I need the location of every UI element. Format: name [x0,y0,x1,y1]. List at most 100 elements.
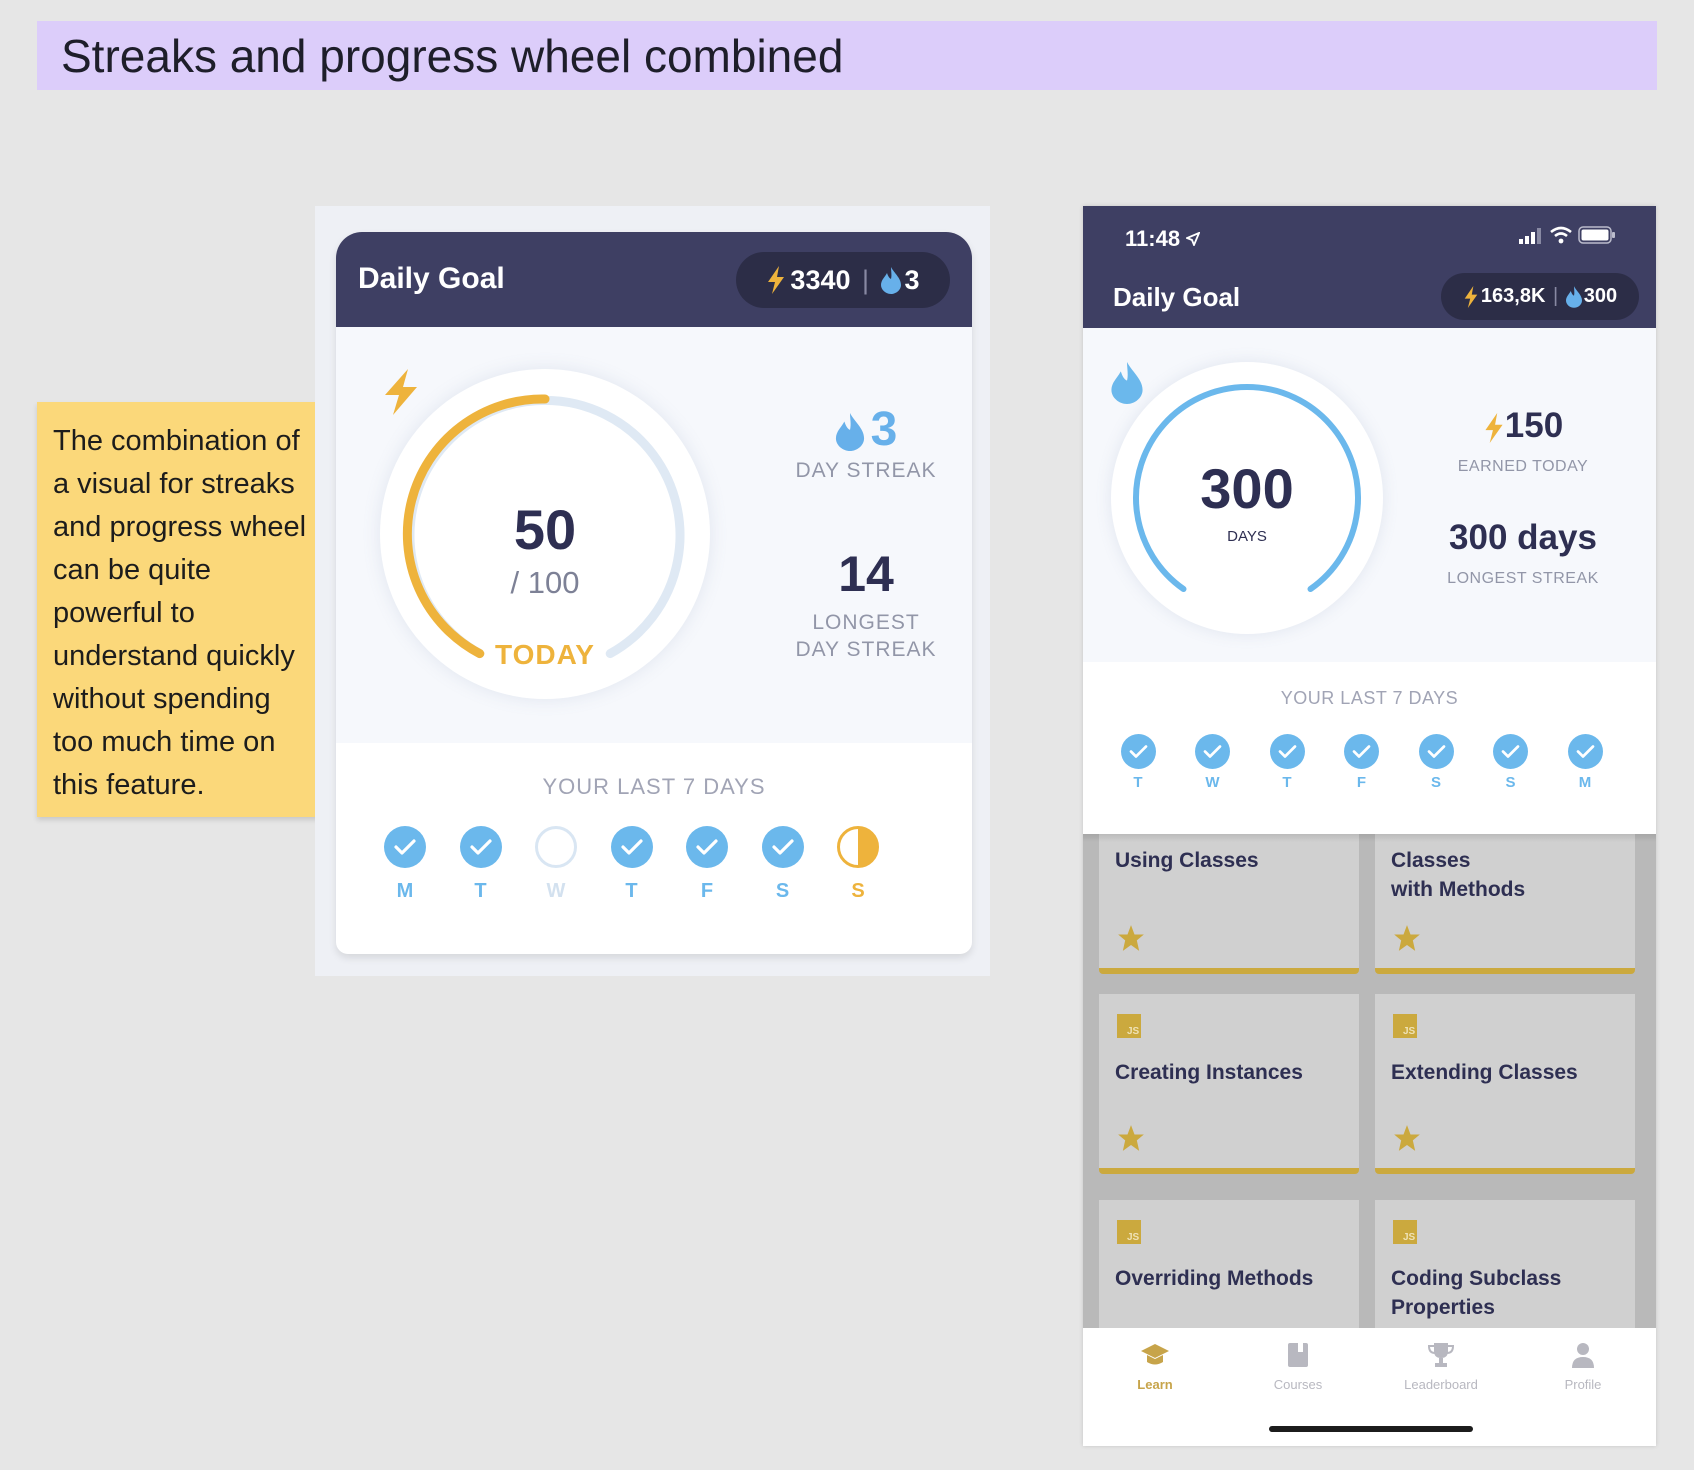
sticky-note: The combination of a visual for streaks … [37,402,335,817]
day-indicator: T [1120,734,1156,791]
javascript-badge-icon: JS [1117,1014,1141,1038]
check-circle-icon [1120,734,1156,769]
check-circle-icon [1418,734,1454,769]
check-circle-icon [384,826,426,868]
tab-courses[interactable]: Courses [1238,1342,1358,1392]
pill-divider: | [1547,285,1564,307]
day-label: W [1205,774,1220,791]
trophy-icon [1427,1343,1455,1367]
day-indicator: F [684,826,730,903]
day-indicator: S [1493,734,1529,791]
longest-streak-label: LONGEST STREAK [1447,570,1599,587]
check-circle-icon [1344,734,1379,769]
day-label: S [775,880,790,902]
earned-today-stat: 150 EARNED TODAY [1413,406,1633,476]
course-card[interactable]: JS Extending Classes [1375,994,1635,1174]
section-banner: Streaks and progress wheel combined [37,21,1657,90]
star-icon [1118,925,1144,951]
goal-total: / 100 [510,565,580,600]
card-title: Daily Goal [358,262,505,295]
day-label: S [1430,774,1441,791]
day-label: F [1356,774,1367,791]
day-label: T [1282,774,1292,791]
course-title: Creating Instances [1115,1061,1303,1084]
longest-streak-stat: 14 LONGEST DAY STREAK [776,545,956,663]
course-title: Overriding Methods [1115,1267,1314,1290]
day-indicator: T [1269,734,1305,791]
tab-label: Courses [1273,1377,1323,1392]
note-line: too much time on [53,726,276,758]
phone-screenshot: 11:48 Daily Goal 163,8K | 300 300 DAYS [1083,206,1656,1446]
day-label: M [396,880,414,902]
note-line: this feature. [53,769,205,801]
battery-icon [1578,226,1615,244]
flame-icon [1111,362,1143,404]
earned-today-label: EARNED TODAY [1457,458,1589,475]
course-card[interactable]: Classes with Methods [1375,834,1635,974]
tab-profile[interactable]: Profile [1523,1342,1643,1392]
earned-today-value: 150 [1504,406,1564,445]
pill-divider: | [854,264,877,295]
bolt-icon [768,266,785,294]
xp-streak-pill[interactable]: 163,8K | 300 [1441,273,1639,320]
course-card[interactable]: Using Classes [1099,834,1359,974]
day-indicator: T [458,826,504,903]
panel-shadow [1083,834,1656,842]
javascript-badge-icon: JS [1393,1220,1417,1244]
tab-label: Profile [1564,1377,1602,1392]
progress-wheel: 50 / 100 TODAY [380,369,710,699]
graduation-cap-icon [1141,1344,1169,1365]
flame-icon [1565,285,1582,308]
last-7-days-title: YOUR LAST 7 DAYS [1280,688,1459,708]
xp-count: 163,8K [1480,285,1546,307]
javascript-badge-icon: JS [1393,1014,1417,1038]
day-streak-label: DAY STREAK [795,459,937,482]
course-card[interactable]: JS Coding Subclass Properties [1375,1200,1635,1328]
app-title: Daily Goal [1113,282,1241,312]
check-circle-icon [459,826,502,868]
book-icon [1288,1343,1308,1367]
tab-learn[interactable]: Learn [1095,1342,1215,1392]
day-indicator: T [609,826,655,903]
day-streak-stat: 3 DAY STREAK [776,402,956,483]
day-label: W [546,880,566,902]
goal-value: 50 [513,498,577,561]
streak-ring [1133,384,1361,592]
home-indicator[interactable] [1269,1426,1473,1432]
flame-icon [835,413,864,452]
longest-streak-label: DAY STREAK [795,638,937,661]
bolt-icon [385,369,417,415]
day-streak-value: 3 [870,403,898,456]
day-indicator: W [1195,734,1231,791]
note-line: a visual for streaks [53,468,295,500]
status-time: 11:48 [1125,226,1201,252]
streak-count: 300 [1583,285,1618,307]
star-icon [1394,1125,1420,1151]
note-line: and progress wheel [53,511,307,543]
daily-goal-screenshot: Daily Goal 3340 | 3 50 / 100 TODAY [315,206,990,976]
course-card[interactable]: JS Overriding Methods [1099,1200,1359,1328]
course-title: Properties [1391,1296,1495,1319]
note-line: understand quickly [53,640,295,672]
location-arrow-icon [1184,231,1201,248]
note-line: without spending [53,683,271,715]
day-indicator: W [533,826,579,903]
app-header: 11:48 Daily Goal 163,8K | 300 [1083,206,1656,328]
tab-leaderboard[interactable]: Leaderboard [1381,1342,1501,1392]
xp-streak-pill[interactable]: 3340 | 3 [736,252,950,308]
day-label: F [700,880,714,902]
bolt-icon [1485,412,1503,443]
course-title: Extending Classes [1391,1061,1578,1084]
check-circle-icon [1269,734,1305,769]
xp-count: 3340 [790,264,851,295]
course-card[interactable]: JS Creating Instances [1099,994,1359,1174]
longest-streak-value: 300 days [1449,518,1597,557]
streak-wheel: 300 DAYS [1111,362,1383,634]
check-circle-icon [1567,734,1603,769]
longest-streak-stat: 300 days LONGEST STREAK [1413,518,1633,588]
daily-goal-card: Daily Goal 3340 | 3 50 / 100 TODAY [336,232,972,954]
day-indicator: M [1567,734,1603,791]
star-icon [1118,1125,1144,1151]
check-circle-icon [610,826,653,868]
course-title: Using Classes [1115,849,1259,872]
